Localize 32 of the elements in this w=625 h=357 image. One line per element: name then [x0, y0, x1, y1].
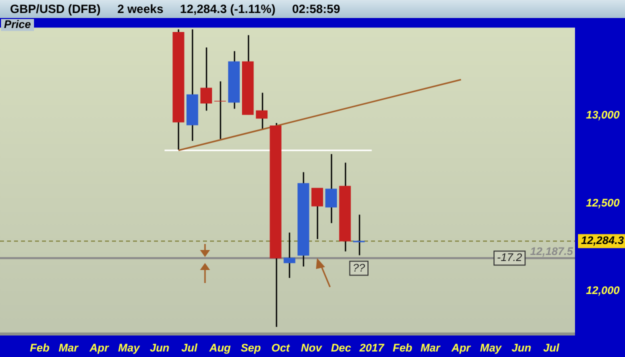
x-tick-label: Feb [392, 342, 413, 355]
x-tick-label: Apr [450, 342, 472, 355]
x-tick-label: Jul [543, 342, 560, 355]
y-tick-label: 13,000 [586, 109, 621, 122]
ref-line-label: 12,187.5 [530, 246, 574, 258]
ref-line-label: 12,284.3 [581, 235, 624, 248]
x-tick-label: Mar [420, 342, 441, 355]
y-tick-label: 12,000 [586, 285, 621, 298]
x-tick-label: Sep [240, 342, 262, 355]
x-tick-label: Mar [58, 342, 79, 355]
candlestick [200, 46, 212, 112]
x-tick-label: May [118, 342, 140, 355]
candlestick [311, 188, 324, 240]
x-tick-label: Nov [300, 342, 323, 355]
x-tick-label: 2017 [358, 342, 385, 355]
x-tick-label: Dec [330, 342, 352, 355]
y-tick-label: 12,500 [586, 197, 621, 210]
x-tick-label: Jul [181, 342, 198, 355]
x-tick-label: May [480, 342, 502, 355]
x-tick-label: Jun [512, 342, 532, 355]
x-tick-label: Aug [208, 342, 232, 355]
candlestick [256, 92, 268, 130]
chart-title: GBP/USD (DFB) 2 weeks 12,284.3 (-1.11%) 02:58:59 [0, 0, 625, 18]
annotation: ?? [352, 262, 366, 274]
x-tick-label: Feb [30, 342, 50, 355]
x-tick-label: Jun [150, 342, 170, 355]
candlestick [284, 232, 296, 279]
x-tick-label: Oct [271, 342, 292, 355]
candlestick [325, 153, 337, 224]
y-axis-title: Price [1, 19, 34, 31]
x-tick-label: Apr [88, 342, 110, 355]
annotation: -17.2 [497, 252, 522, 264]
